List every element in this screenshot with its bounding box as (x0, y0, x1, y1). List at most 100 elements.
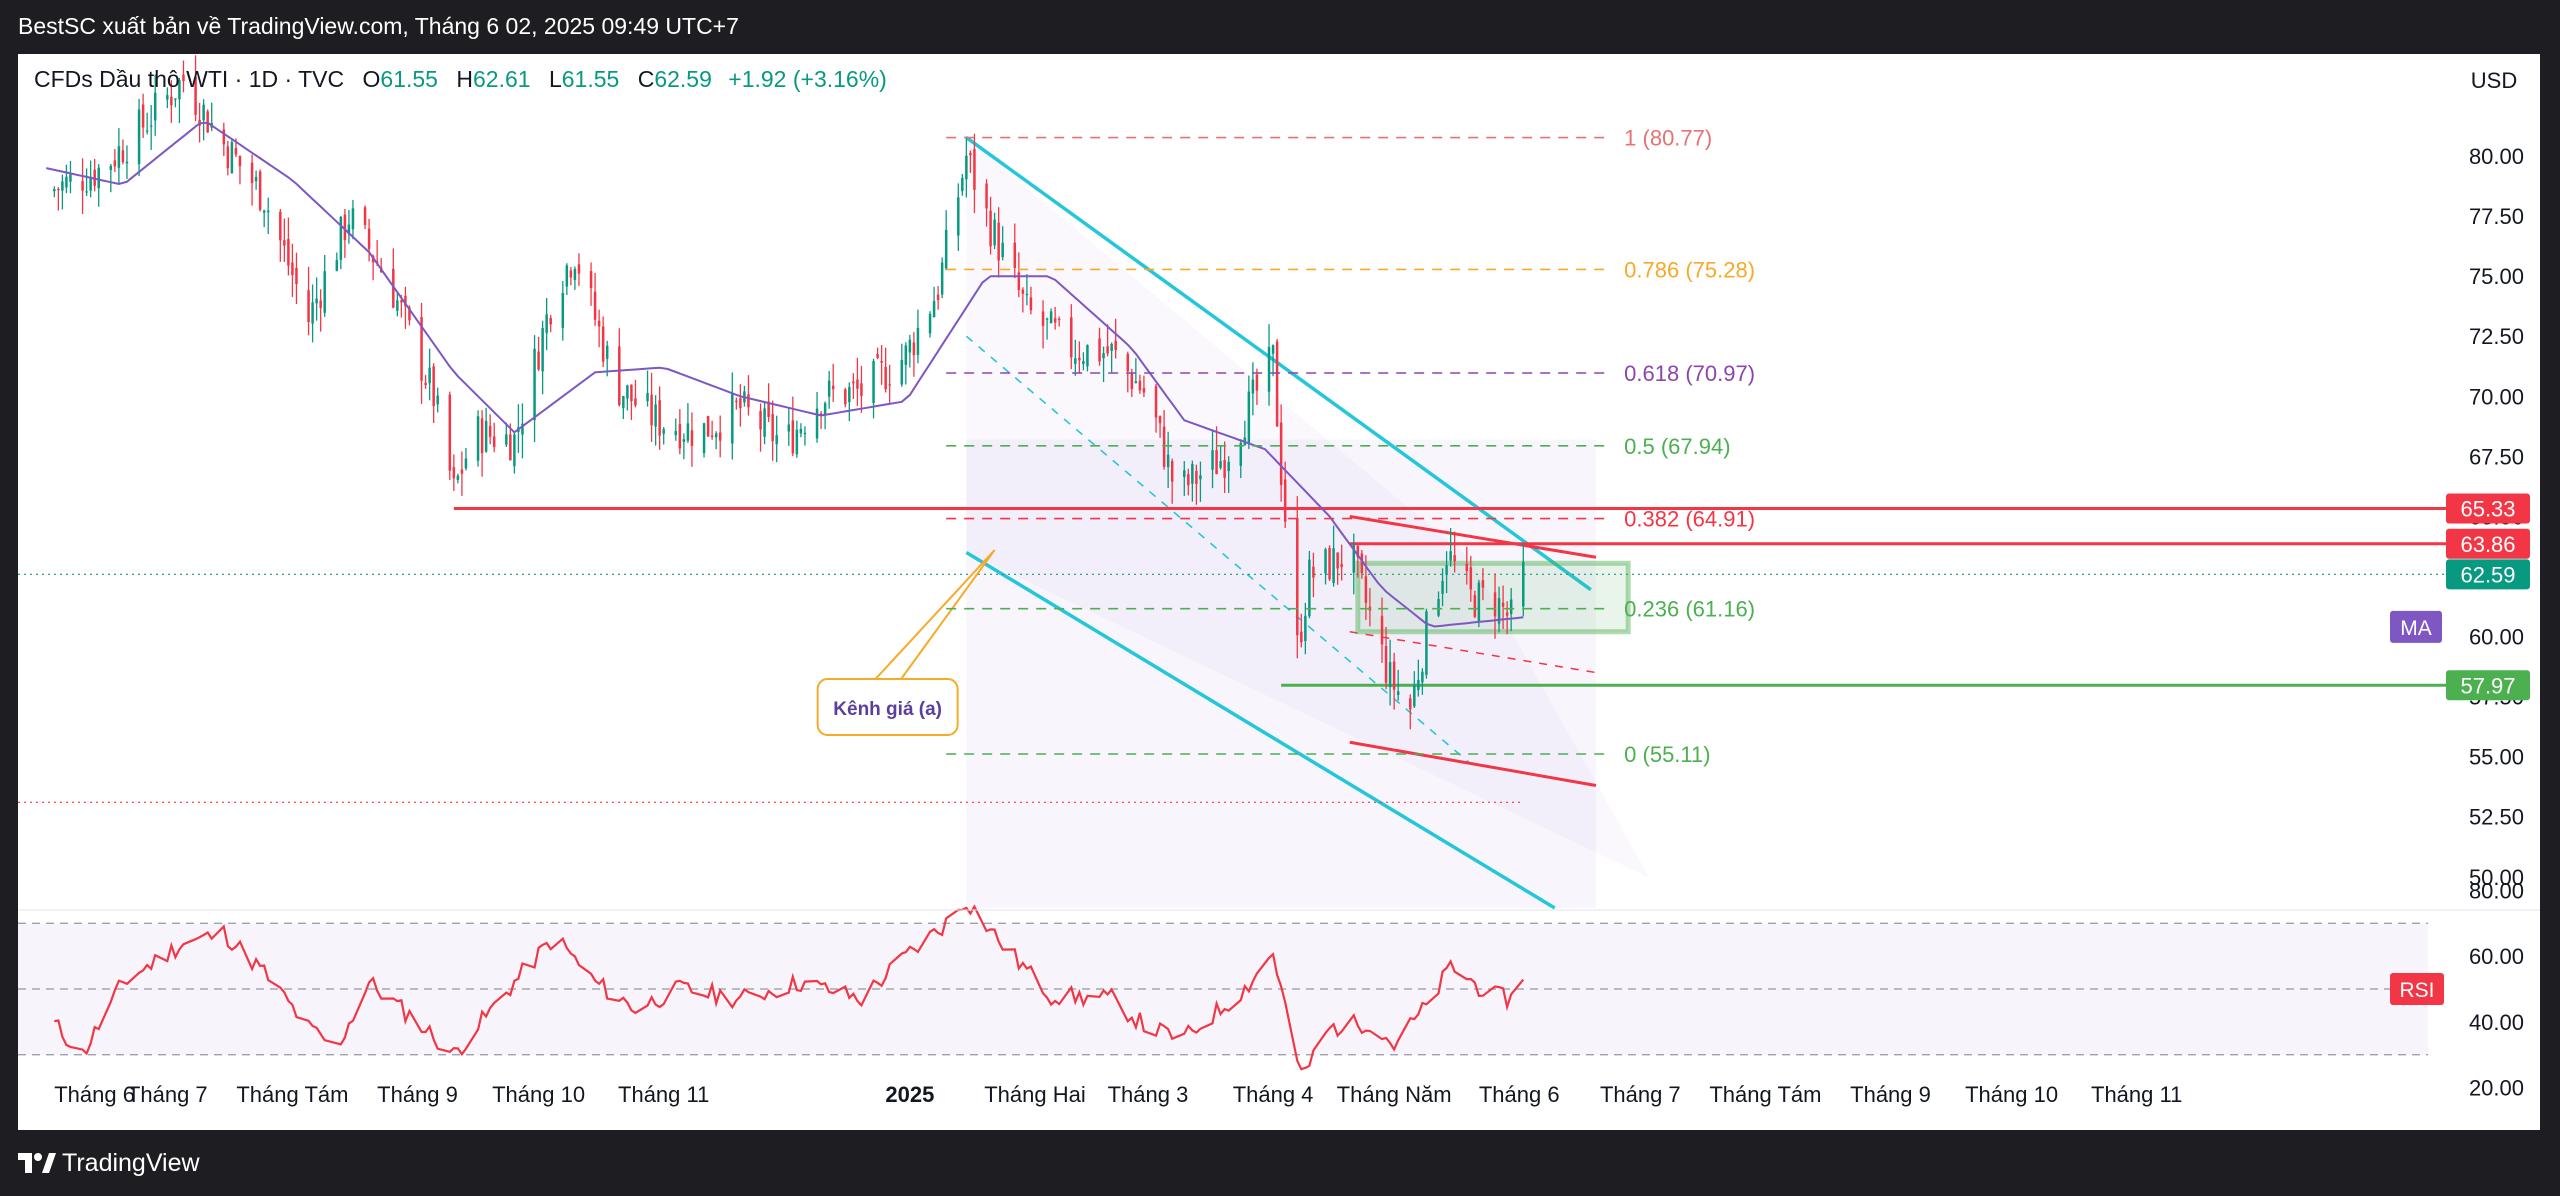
candle-body (654, 404, 657, 427)
x-tick-label: Tháng Tám (236, 1082, 348, 1107)
candle-body (674, 430, 678, 436)
candle-body (1001, 242, 1004, 258)
currency-label: USD (2470, 68, 2518, 93)
price-tag (2446, 670, 2530, 701)
high-label: H (456, 66, 473, 92)
x-tick-label: Tháng 9 (1850, 1082, 1931, 1107)
publication-title: BestSC xuất bản về TradingView.com, Thán… (18, 13, 739, 39)
price-tick-label: 70.00 (2469, 384, 2524, 409)
x-tick-label: Tháng Năm (1337, 1082, 1452, 1107)
candle-body (710, 435, 714, 437)
candle-body (1170, 460, 1174, 482)
x-tick-label: Tháng 3 (1108, 1082, 1189, 1107)
candle-body (1473, 595, 1477, 617)
x-tick-label: Tháng 11 (2091, 1082, 2182, 1107)
candle-body (291, 262, 294, 275)
candle-body (1082, 361, 1085, 365)
x-tick-label: Tháng Tám (1709, 1082, 1821, 1107)
change-value: +1.92 (+3.16%) (728, 66, 887, 92)
wedge-lower-line (1349, 740, 1597, 787)
candle-body (513, 434, 516, 467)
x-tick-label: 2025 (885, 1082, 934, 1107)
low-value: 61.55 (561, 66, 620, 92)
candle-body (339, 216, 343, 260)
candle-body (880, 360, 883, 363)
candle-body (775, 435, 778, 445)
price-tag-label: 63.86 (2460, 532, 2515, 557)
chart-frame[interactable]: Kênh giá (a) 1 (80.77) 0.786 (75.28) 0.618… (18, 54, 2540, 1130)
candle-body (1053, 318, 1057, 323)
candle-body (1384, 646, 1388, 683)
candle-body (1477, 582, 1481, 623)
candle-body (238, 155, 242, 167)
candle-body (965, 155, 968, 180)
candle-body (287, 238, 290, 266)
candle-body (226, 146, 230, 169)
candle-body (1453, 555, 1456, 562)
candle-body (484, 420, 488, 452)
candle-body (936, 294, 940, 300)
candle-body (1279, 422, 1283, 486)
candle-body (1275, 341, 1279, 427)
candle-body (1110, 343, 1113, 352)
candle-body (65, 176, 68, 188)
candle-body (1021, 289, 1025, 294)
price-tag-label: 62.59 (2460, 562, 2515, 587)
candle-body (852, 381, 855, 384)
candle-body (57, 188, 60, 191)
candle-body (872, 360, 875, 404)
candle-body (678, 424, 682, 449)
candle-body (985, 183, 988, 209)
candle-body (944, 230, 948, 269)
fib-level-label: 1 (80.77) (1624, 126, 1712, 151)
currency-button[interactable]: USD (2454, 60, 2534, 102)
candle-body (1332, 548, 1335, 584)
candle-body (1283, 479, 1287, 522)
candle-body (577, 264, 581, 274)
candle-body (702, 423, 706, 454)
candle-body (222, 129, 226, 145)
candle-body (630, 384, 633, 402)
candle-body (254, 176, 258, 182)
candle-body (1166, 454, 1170, 468)
x-tick-label: Tháng 9 (377, 1082, 458, 1107)
candle-body (1025, 293, 1029, 296)
rsi-tick-label: 80.00 (2469, 878, 2524, 903)
tradingview-logo[interactable]: TradingView (18, 1148, 200, 1178)
candle-body (1388, 662, 1392, 688)
candle-body (969, 152, 972, 156)
candle-body (492, 436, 496, 448)
x-tick-label: Tháng 10 (492, 1082, 585, 1107)
candle-body (1130, 373, 1134, 390)
candle-body (1501, 602, 1505, 607)
candle-body (1126, 354, 1130, 372)
chart-canvas[interactable]: Kênh giá (a) 1 (80.77) 0.786 (75.28) 0.618… (18, 54, 2540, 1130)
candle-body (1505, 612, 1509, 616)
candle-body (1070, 317, 1073, 358)
consolidation-box (1355, 560, 1631, 635)
ohlc-legend: CFDs Dầu thô WTI · 1D · TVC O61.55 H62.6… (34, 66, 887, 93)
candle-body (844, 389, 847, 405)
candle-body (1522, 561, 1525, 607)
candle-body (509, 434, 512, 461)
candle-body (1215, 450, 1218, 474)
candle-body (763, 408, 766, 437)
candle-body (266, 210, 270, 213)
footer-bar: TradingView (0, 1130, 2560, 1196)
candle-body (1465, 563, 1469, 572)
candle-body (1493, 592, 1497, 617)
candle-body (1271, 345, 1275, 354)
candle-body (315, 298, 318, 304)
tradingview-logo-icon (18, 1153, 56, 1173)
candle-body (549, 318, 552, 325)
candle-body (767, 401, 770, 418)
candle-body (1247, 391, 1251, 444)
open-value: 61.55 (380, 66, 438, 92)
candle-body (258, 171, 262, 210)
close-value: 62.59 (654, 66, 712, 92)
candle-body (456, 475, 460, 480)
candle-body (823, 403, 827, 415)
candle-body (597, 320, 601, 327)
candle-body (347, 224, 351, 235)
candle-body (795, 429, 799, 455)
